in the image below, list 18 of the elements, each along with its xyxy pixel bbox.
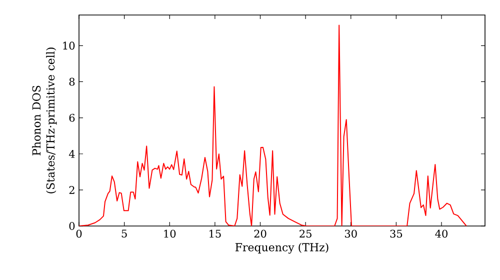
y-tick-label: 0	[69, 222, 75, 230]
x-tick-label: 40	[435, 230, 448, 238]
x-tick-label: 20	[254, 230, 266, 238]
y-tick-label: 4	[68, 150, 75, 158]
line-series	[79, 24, 467, 226]
y-tick-label: 10	[63, 42, 75, 50]
x-axis-title: Frequency (THz)	[235, 242, 328, 254]
x-tick-label: 35	[390, 230, 402, 238]
x-tick-label: 15	[210, 230, 221, 238]
x-tick-label: 25	[300, 230, 312, 238]
x-tick-label: 30	[344, 230, 357, 238]
x-tick-label: 0	[76, 230, 82, 238]
x-tick-label: 10	[164, 230, 176, 238]
y-axis-title: Phonon DOS (States/THz·primitive cell)	[32, 48, 57, 194]
x-tick-label: 5	[122, 230, 127, 238]
y-tick-label: 8	[69, 78, 75, 86]
y-tick-label: 2	[69, 186, 74, 194]
y-tick-label: 6	[69, 114, 75, 122]
